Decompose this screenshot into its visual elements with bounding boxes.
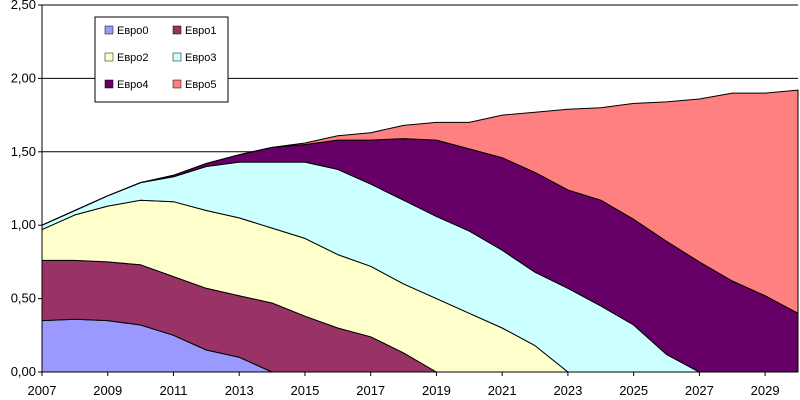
legend-box [94,16,229,103]
x-tick-label: 2015 [290,383,319,398]
x-tick-label: 2021 [488,383,517,398]
legend-swatch-4 [104,79,114,89]
y-tick-label: 2,00 [11,70,36,85]
x-tick-label: 2017 [356,383,385,398]
y-tick-label: 1,00 [11,217,36,232]
y-tick-label: 0,50 [11,291,36,306]
x-tick-label: 2007 [28,383,57,398]
legend-label-0: Евро0 [117,25,149,37]
series-area-5 [41,89,799,314]
x-tick-label: 2013 [225,383,254,398]
legend-label-2: Евро2 [117,52,149,64]
series-areas [41,89,799,373]
x-tick-label: 2023 [553,383,582,398]
legend-swatch-2 [104,52,114,62]
x-tick-label: 2019 [422,383,451,398]
y-tick-label: 1,50 [11,144,36,159]
legend-swatch-0 [104,25,114,35]
legend-swatch-3 [172,52,182,62]
y-tick-labels: 0,00 0,50 1,00 1,50 2,00 2,50 [11,0,36,379]
x-tick-label: 2027 [685,383,714,398]
y-tick-label: 2,50 [11,0,36,12]
y-tick-label: 0,00 [11,364,36,379]
axes [38,4,798,376]
x-tick-label: 2009 [93,383,122,398]
legend-swatch-1 [172,25,182,35]
x-tick-label: 2025 [619,383,648,398]
legend-label-5: Евро5 [185,79,217,91]
legend-label-1: Евро1 [185,25,217,37]
legend-label-4: Евро4 [117,79,149,91]
x-tick-labels: 2007 2009 2011 2013 2015 2017 2019 2021 2023 2025… [28,383,780,398]
x-tick-label: 2029 [751,383,780,398]
x-tick-label: 2011 [159,383,187,398]
legend: Евро0 Евро1 Евро2 Евро3 Евро4 Евро5 [94,16,229,103]
legend-label-3: Евро3 [185,52,217,64]
legend-swatch-5 [172,79,182,89]
